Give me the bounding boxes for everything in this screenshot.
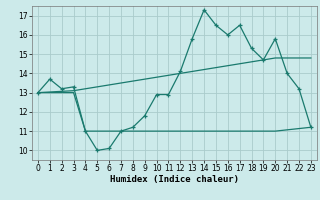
X-axis label: Humidex (Indice chaleur): Humidex (Indice chaleur)	[110, 175, 239, 184]
